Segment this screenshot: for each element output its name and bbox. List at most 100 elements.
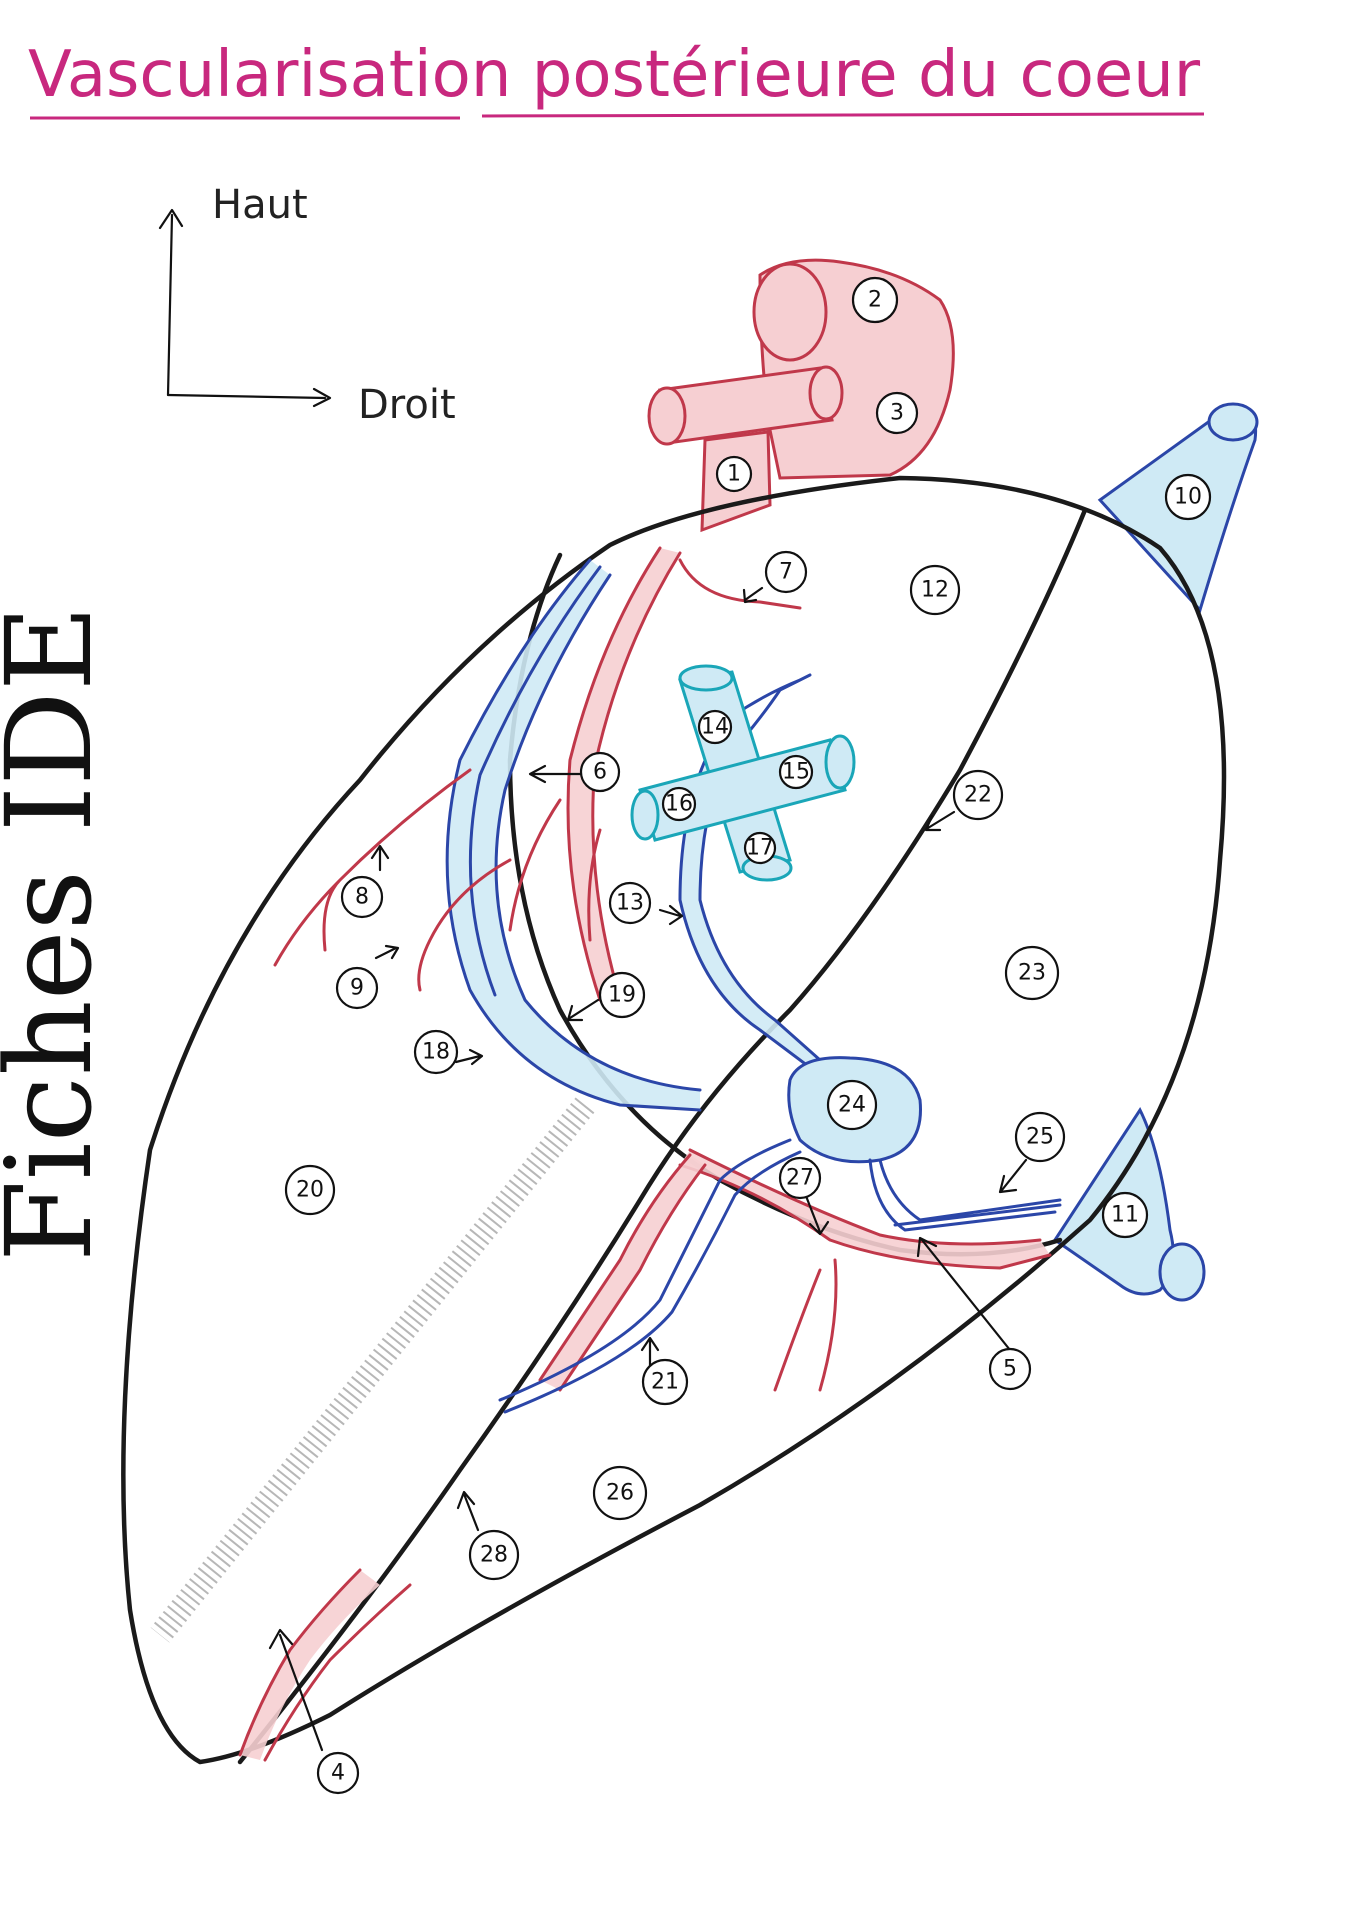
marker-15: 15 <box>778 754 814 790</box>
marker-19: 19 <box>598 971 646 1019</box>
marker-10-circle <box>1164 473 1212 521</box>
apex-artery-fill <box>240 1570 380 1760</box>
posterior-artery-line-b <box>558 1163 707 1392</box>
marker-18-circle <box>413 1029 459 1075</box>
marker-21: 21 <box>641 1358 689 1406</box>
marker-8-label: 8 <box>355 885 369 910</box>
posterior-vein-line-b <box>503 1150 802 1414</box>
marker-12-label: 12 <box>921 578 949 603</box>
marker-27-circle <box>778 1156 822 1200</box>
leader-27 <box>804 1194 830 1236</box>
left-vein-fill <box>447 560 700 1110</box>
marker-10-label: 10 <box>1174 485 1202 510</box>
left-vein-mid <box>468 565 602 997</box>
orientation-indicator: Haut Droit <box>158 182 456 428</box>
leader-arrows <box>268 586 1028 1752</box>
marker-9: 9 <box>335 966 379 1010</box>
marker-3-circle <box>875 391 919 435</box>
marker-3-label: 3 <box>890 401 904 426</box>
marker-26: 26 <box>592 1465 648 1521</box>
artery-branch-7 <box>678 558 802 610</box>
marker-27-label: 27 <box>786 1166 814 1191</box>
marker-23-label: 23 <box>1018 961 1046 986</box>
marker-26-circle <box>592 1465 648 1521</box>
marker-10: 10 <box>1164 473 1212 521</box>
marker-6: 6 <box>579 751 621 793</box>
marker-14-label: 14 <box>701 715 729 740</box>
posterior-artery-fill <box>540 1155 705 1390</box>
leader-28 <box>456 1490 480 1532</box>
title-underline <box>30 112 1205 120</box>
marker-28-circle <box>468 1529 520 1581</box>
marker-16: 16 <box>661 786 697 822</box>
marker-27: 27 <box>778 1156 822 1200</box>
marker-25-circle <box>1014 1111 1066 1163</box>
right-groove-line <box>237 507 1088 1765</box>
marker-17-label: 17 <box>746 836 774 861</box>
marker-15-label: 15 <box>782 760 810 785</box>
leader-18 <box>454 1048 484 1066</box>
marker-4: 4 <box>316 1751 360 1795</box>
leader-22 <box>924 810 956 832</box>
pulmonary-vein-cross <box>630 664 856 882</box>
marker-24-circle <box>826 1079 878 1131</box>
marker-16-label: 16 <box>665 792 693 817</box>
marker-6-label: 6 <box>593 760 607 785</box>
marker-16-circle <box>661 786 697 822</box>
marker-4-label: 4 <box>331 1761 345 1786</box>
leader-19 <box>566 998 600 1022</box>
marker-22-label: 22 <box>964 783 992 808</box>
marker-24-label: 24 <box>838 1093 866 1118</box>
leader-5 <box>916 1236 1012 1352</box>
left-artery-line-a <box>566 546 662 1002</box>
up-arrow <box>158 208 184 397</box>
marker-13: 13 <box>608 881 652 925</box>
right-label: Droit <box>358 382 456 428</box>
leader-25 <box>998 1158 1028 1194</box>
marker-20: 20 <box>284 1164 336 1216</box>
marker-12: 12 <box>909 564 961 616</box>
circumflex-artery-fill <box>680 1150 1050 1268</box>
apex-artery-line-a <box>238 1568 362 1757</box>
marker-17-circle <box>743 831 777 865</box>
small-cardiac-vein <box>868 1158 1062 1232</box>
marker-7-label: 7 <box>779 560 793 585</box>
marker-19-label: 19 <box>608 983 636 1008</box>
marker-1: 1 <box>715 455 753 493</box>
marker-21-circle <box>641 1358 689 1406</box>
leader-4 <box>268 1628 324 1752</box>
right-arrow <box>166 387 332 408</box>
marker-12-circle <box>909 564 961 616</box>
cross-end-left <box>630 789 660 841</box>
marker-14: 14 <box>697 709 733 745</box>
marker-17: 17 <box>743 831 777 865</box>
marker-7: 7 <box>764 550 808 594</box>
leader-9 <box>374 944 400 960</box>
marker-26-label: 26 <box>606 1481 634 1506</box>
heart-outline <box>121 475 1227 1765</box>
marker-19-circle <box>598 971 646 1019</box>
marker-18: 18 <box>413 1029 459 1075</box>
marker-8-circle <box>340 875 384 919</box>
marker-24: 24 <box>826 1079 878 1131</box>
marker-11-label: 11 <box>1111 1203 1139 1228</box>
marker-13-label: 13 <box>616 891 644 916</box>
marker-5-circle <box>988 1347 1032 1391</box>
artery-branch-8 <box>273 768 472 967</box>
marker-11-circle <box>1101 1191 1149 1239</box>
marker-7-circle <box>764 550 808 594</box>
marker-1-label: 1 <box>727 462 741 487</box>
artery-branch-9 <box>417 858 512 992</box>
aorta-trunk <box>647 258 955 533</box>
marker-21-label: 21 <box>651 1370 679 1395</box>
marker-20-circle <box>284 1164 336 1216</box>
marker-28: 28 <box>468 1529 520 1581</box>
middle-vein-fill <box>680 750 820 1075</box>
apex-artery-line-b <box>263 1583 412 1762</box>
marker-18-label: 18 <box>422 1040 450 1065</box>
marker-4-circle <box>316 1751 360 1795</box>
circumflex-artery-line-a <box>678 1163 1052 1270</box>
marker-3: 3 <box>875 391 919 435</box>
marker-13-circle <box>608 881 652 925</box>
